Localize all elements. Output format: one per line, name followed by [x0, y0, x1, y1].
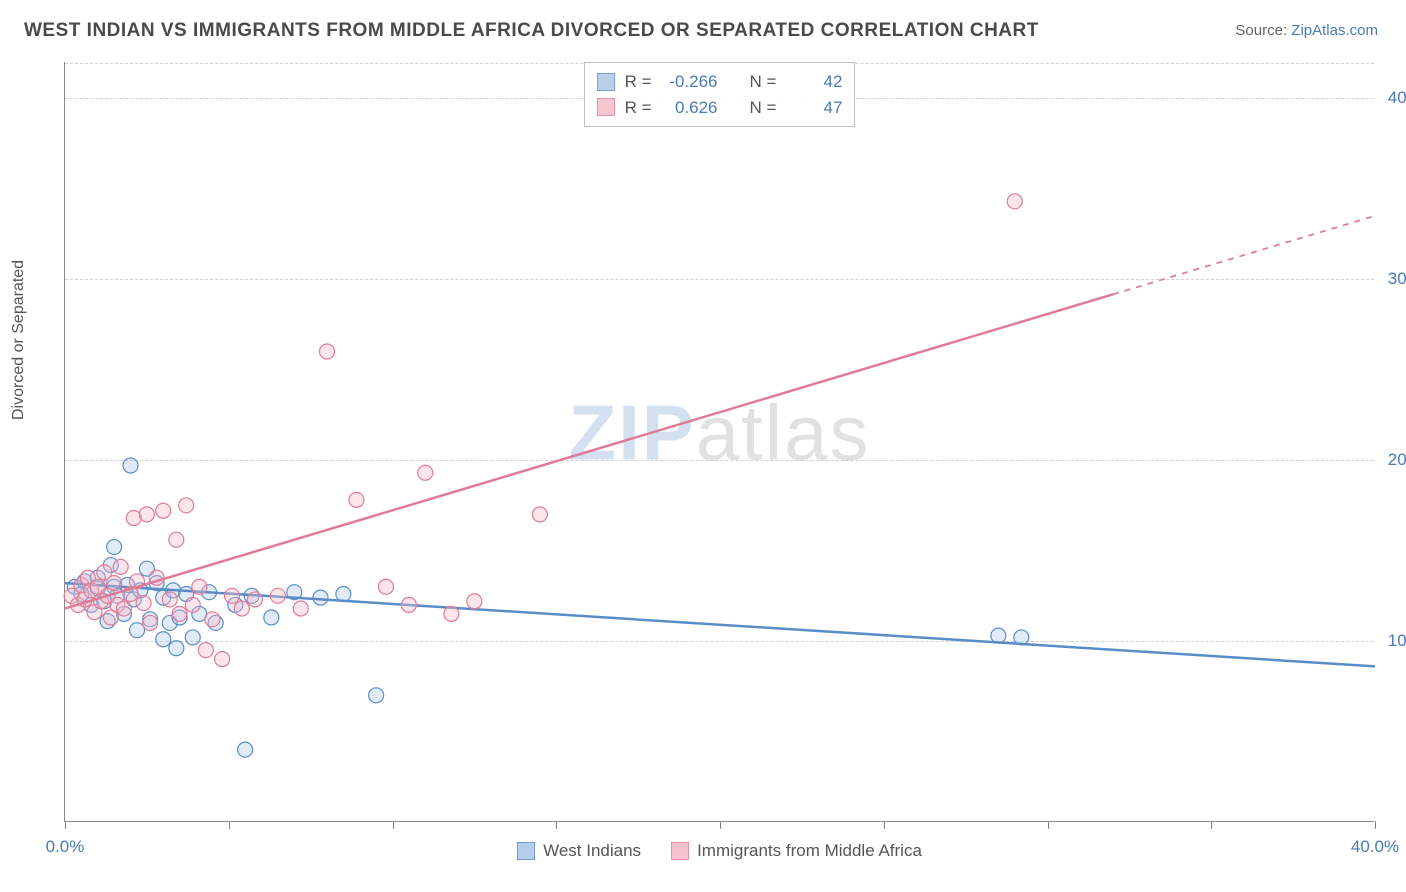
data-point-middle_africa [143, 615, 158, 630]
data-point-west_indians [169, 641, 184, 656]
data-point-west_indians [123, 458, 138, 473]
y-tick-label: 10.0% [1388, 631, 1406, 651]
data-point-middle_africa [139, 507, 154, 522]
x-tick [393, 821, 394, 829]
statbox-row-middle_africa: R = 0.626 N = 47 [597, 95, 843, 121]
chart-title: WEST INDIAN VS IMMIGRANTS FROM MIDDLE AF… [24, 20, 1382, 42]
y-tick-label: 40.0% [1388, 88, 1406, 108]
data-point-middle_africa [172, 606, 187, 621]
data-point-west_indians [369, 688, 384, 703]
data-point-middle_africa [532, 507, 547, 522]
data-point-west_indians [313, 590, 328, 605]
x-tick [1048, 821, 1049, 829]
data-point-middle_africa [169, 532, 184, 547]
stat-n-label: N = [750, 69, 777, 95]
data-point-middle_africa [215, 652, 230, 667]
stat-r-value: -0.266 [662, 69, 718, 95]
stat-n-value: 47 [786, 95, 842, 121]
source-link[interactable]: ZipAtlas.com [1291, 22, 1378, 39]
data-point-middle_africa [378, 579, 393, 594]
y-axis-label: Divorced or Separated [10, 260, 28, 420]
regression-line-dashed-middle_africa [1113, 216, 1375, 295]
x-tick [720, 821, 721, 829]
data-point-middle_africa [225, 588, 240, 603]
data-point-middle_africa [116, 601, 131, 616]
stat-r-value: 0.626 [662, 95, 718, 121]
x-tick [1211, 821, 1212, 829]
data-point-west_indians [107, 539, 122, 554]
data-point-middle_africa [192, 579, 207, 594]
data-point-middle_africa [198, 643, 213, 658]
legend-label: West Indians [543, 841, 641, 861]
data-point-middle_africa [136, 596, 151, 611]
x-tick [1375, 821, 1376, 829]
stat-n-value: 42 [786, 69, 842, 95]
stat-n-label: N = [750, 95, 777, 121]
x-tick [65, 821, 66, 829]
swatch-icon [517, 842, 535, 860]
data-point-west_indians [264, 610, 279, 625]
regression-line-middle_africa [65, 294, 1113, 608]
correlation-stats-box: R = -0.266 N = 42 R = 0.626 N = 47 [584, 62, 856, 127]
data-point-middle_africa [270, 588, 285, 603]
y-tick-label: 20.0% [1388, 450, 1406, 470]
data-point-middle_africa [467, 594, 482, 609]
data-point-middle_africa [1007, 194, 1022, 209]
x-tick [229, 821, 230, 829]
data-point-west_indians [156, 632, 171, 647]
x-tick [556, 821, 557, 829]
data-point-middle_africa [185, 597, 200, 612]
data-point-middle_africa [320, 344, 335, 359]
x-tick [884, 821, 885, 829]
data-point-middle_africa [418, 465, 433, 480]
statbox-row-west_indians: R = -0.266 N = 42 [597, 69, 843, 95]
legend: West Indians Immigrants from Middle Afric… [65, 841, 1374, 861]
stat-r-label: R = [625, 69, 652, 95]
data-point-middle_africa [349, 492, 364, 507]
y-tick-label: 30.0% [1388, 269, 1406, 289]
data-point-middle_africa [179, 498, 194, 513]
legend-label: Immigrants from Middle Africa [697, 841, 922, 861]
data-point-west_indians [238, 742, 253, 757]
data-point-middle_africa [247, 592, 262, 607]
data-point-middle_africa [162, 592, 177, 607]
data-point-middle_africa [293, 601, 308, 616]
stat-r-label: R = [625, 95, 652, 121]
data-point-middle_africa [205, 612, 220, 627]
data-point-middle_africa [234, 601, 249, 616]
data-point-middle_africa [113, 559, 128, 574]
scatter-svg [65, 62, 1374, 821]
data-point-west_indians [185, 630, 200, 645]
legend-item-middle_africa: Immigrants from Middle Africa [671, 841, 922, 861]
data-point-middle_africa [107, 576, 122, 591]
swatch-icon [597, 98, 615, 116]
data-point-middle_africa [444, 606, 459, 621]
chart-plot-area: 10.0%20.0%30.0%40.0%0.0%40.0% ZIPatlas R… [64, 62, 1374, 822]
source-attribution: Source: ZipAtlas.com [1235, 22, 1378, 39]
data-point-middle_africa [156, 503, 171, 518]
legend-item-west_indians: West Indians [517, 841, 641, 861]
source-label: Source: [1235, 22, 1287, 39]
swatch-icon [671, 842, 689, 860]
swatch-icon [597, 73, 615, 91]
data-point-middle_africa [401, 597, 416, 612]
